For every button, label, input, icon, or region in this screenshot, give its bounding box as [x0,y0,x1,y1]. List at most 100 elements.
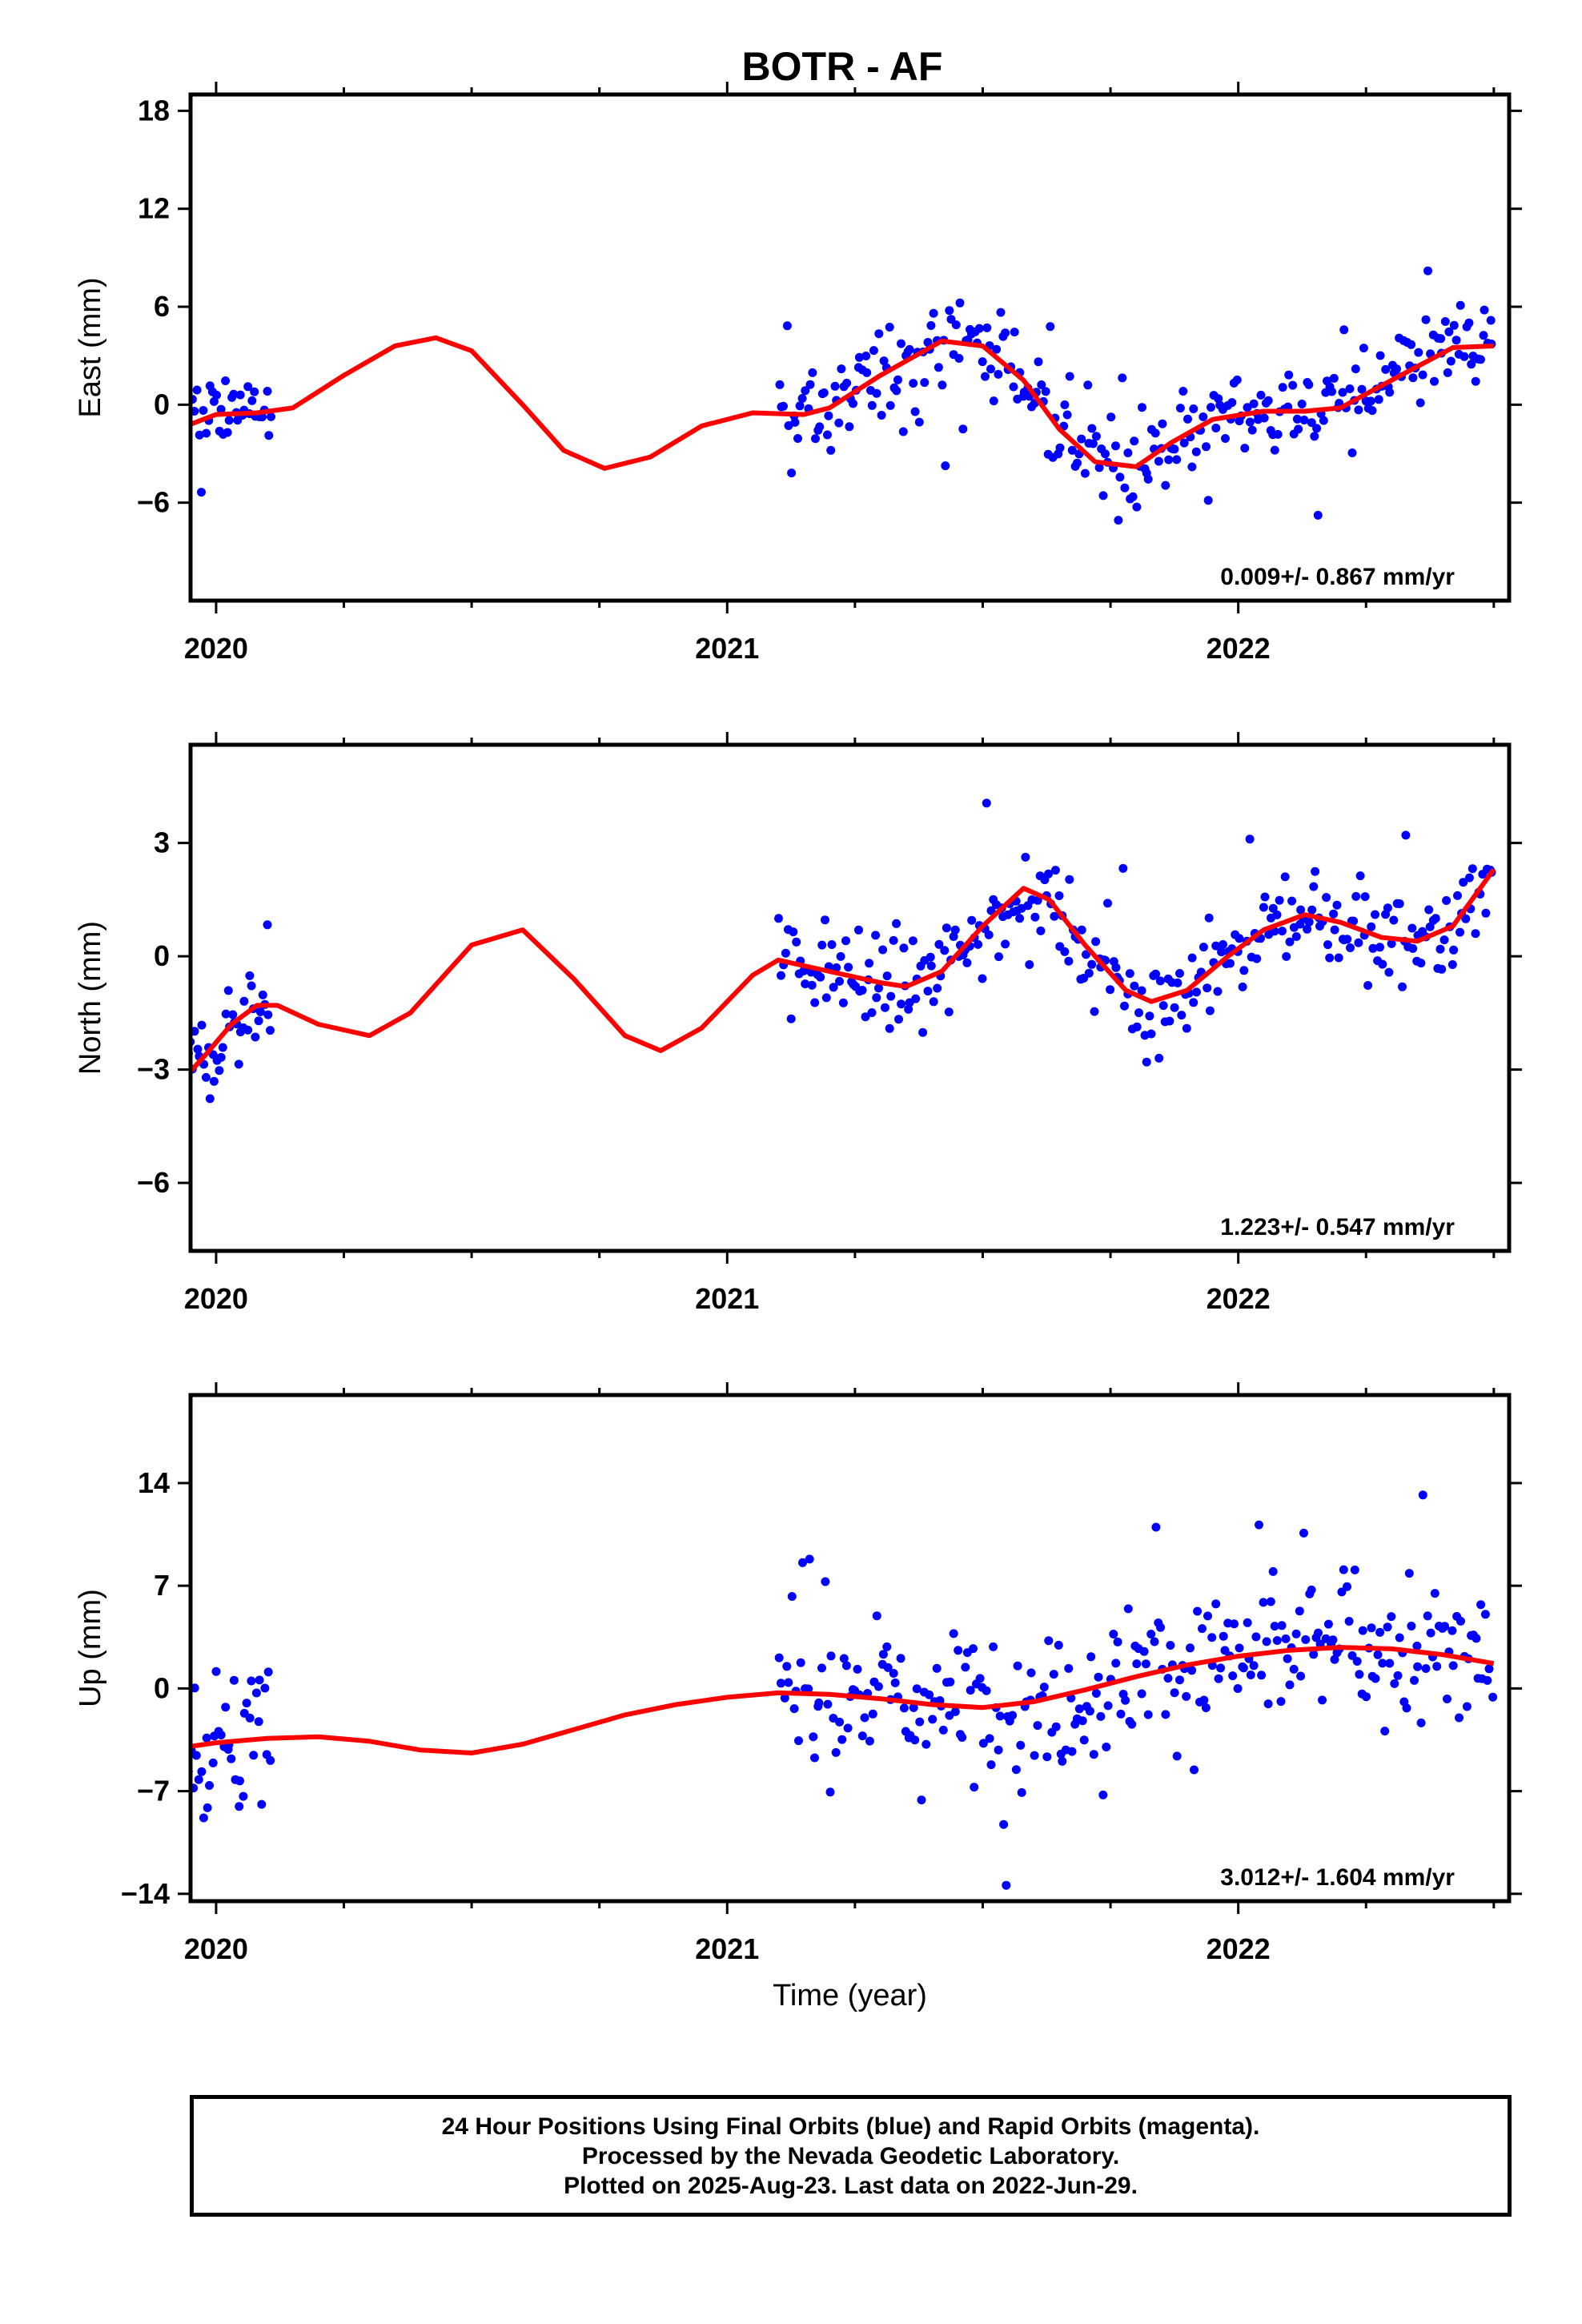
up-data-point [1314,1628,1323,1638]
east-data-point [199,406,208,415]
up-data-point [1309,1650,1319,1659]
east-data-point [197,488,206,497]
north-points [191,798,1496,1104]
east-data-point [1154,456,1163,466]
up-data-point [1067,1747,1077,1756]
up-data-point [896,1654,905,1663]
east-data-point [830,381,840,391]
north-data-point [1363,981,1373,990]
east-data-point [955,298,965,308]
up-data-point [1307,1585,1316,1594]
up-data-point [1462,1702,1472,1711]
east-data-point [1414,348,1423,357]
up-data-point [1193,1606,1203,1616]
east-data-point [1444,327,1454,336]
up-frame [188,1393,1512,1904]
north-data-point [1204,913,1214,923]
up-data-point [1151,1522,1161,1532]
north-data-point [871,931,881,940]
east-data-point [842,378,852,388]
up-data-point [1219,1631,1228,1641]
east-data-point [224,416,234,425]
up-data-point [950,1707,960,1716]
north-data-point [218,1043,227,1052]
up-data-point [1291,1629,1301,1638]
east-data-point [790,417,800,427]
east-data-point [1486,316,1496,325]
north-data-point [882,971,892,981]
up-data-point [1127,1719,1137,1729]
east-data-point [1111,441,1120,451]
up-data-point [1207,1633,1217,1642]
north-data-point [1275,895,1284,905]
up-data-point [872,1611,881,1621]
north-data-point [251,1032,260,1042]
up-data-point [1412,1641,1422,1651]
east-data-point [974,324,984,333]
east-data-point [1449,320,1459,330]
up-data-point [1456,1616,1465,1626]
up-ytick-label: −7 [137,1775,170,1807]
north-data-point [1389,915,1399,925]
up-data-point [1064,1663,1074,1673]
north-data-point [1173,978,1182,987]
north-data-point [878,945,888,955]
up-data-point [1054,1640,1063,1650]
up-data-point [969,1644,978,1654]
up-data-point [247,1676,256,1686]
north-data-point [1182,1023,1191,1033]
up-data-point [794,1736,803,1746]
east-data-point [1456,300,1465,310]
east-data-point [1172,455,1182,464]
up-data-point [254,1717,263,1727]
north-data-point [786,1014,796,1023]
north-data-point [886,991,896,1001]
north-data-point [1213,987,1223,996]
east-data-point [978,357,987,367]
east-data-point [854,352,864,362]
east-data-point [934,363,943,372]
caption-line-1: 24 Hour Positions Using Final Orbits (bl… [441,2113,1260,2140]
up-data-point [1355,1670,1364,1679]
east-data-point [1041,387,1050,396]
up-data-point [999,1819,1009,1829]
east-data-point [958,424,968,434]
east-data-point [797,394,807,403]
north-data-point [1354,938,1363,947]
north-data-point [1187,953,1197,963]
north-data-point [885,1023,894,1033]
north-data-point [1387,939,1396,948]
up-data-point [1102,1743,1111,1751]
up-data-point [235,1802,244,1811]
north-data-point [255,1007,265,1016]
east-data-point [801,386,810,396]
east-data-point [779,401,788,411]
north-data-point [1437,964,1447,974]
up-data-point [251,1688,261,1698]
up-data-point [1339,1565,1348,1574]
east-data-point [897,339,905,348]
up-data-point [1042,1752,1052,1762]
up-data-point [1367,1623,1376,1633]
up-data-point [1026,1668,1036,1678]
up-data-point [860,1713,869,1723]
up-data-point [229,1675,239,1685]
north-data-point [897,999,906,1009]
up-data-point [1079,1735,1089,1745]
north-data-point [1307,905,1317,915]
north-data-point [1238,982,1247,991]
east-data-point [920,378,930,388]
up-data-point [239,1791,248,1801]
east-data-point [826,445,836,455]
north-data-point [1334,953,1343,963]
north-data-point [1084,968,1094,978]
east-fit-line [191,335,1494,471]
north-data-point [918,1027,928,1037]
east-data-point [1037,380,1046,389]
east-data-point [1161,480,1170,490]
east-data-point [869,346,878,356]
north-data-point [1287,896,1297,906]
up-data-point [835,1717,845,1727]
north-data-point [1303,924,1312,934]
east-data-point [1392,364,1401,374]
